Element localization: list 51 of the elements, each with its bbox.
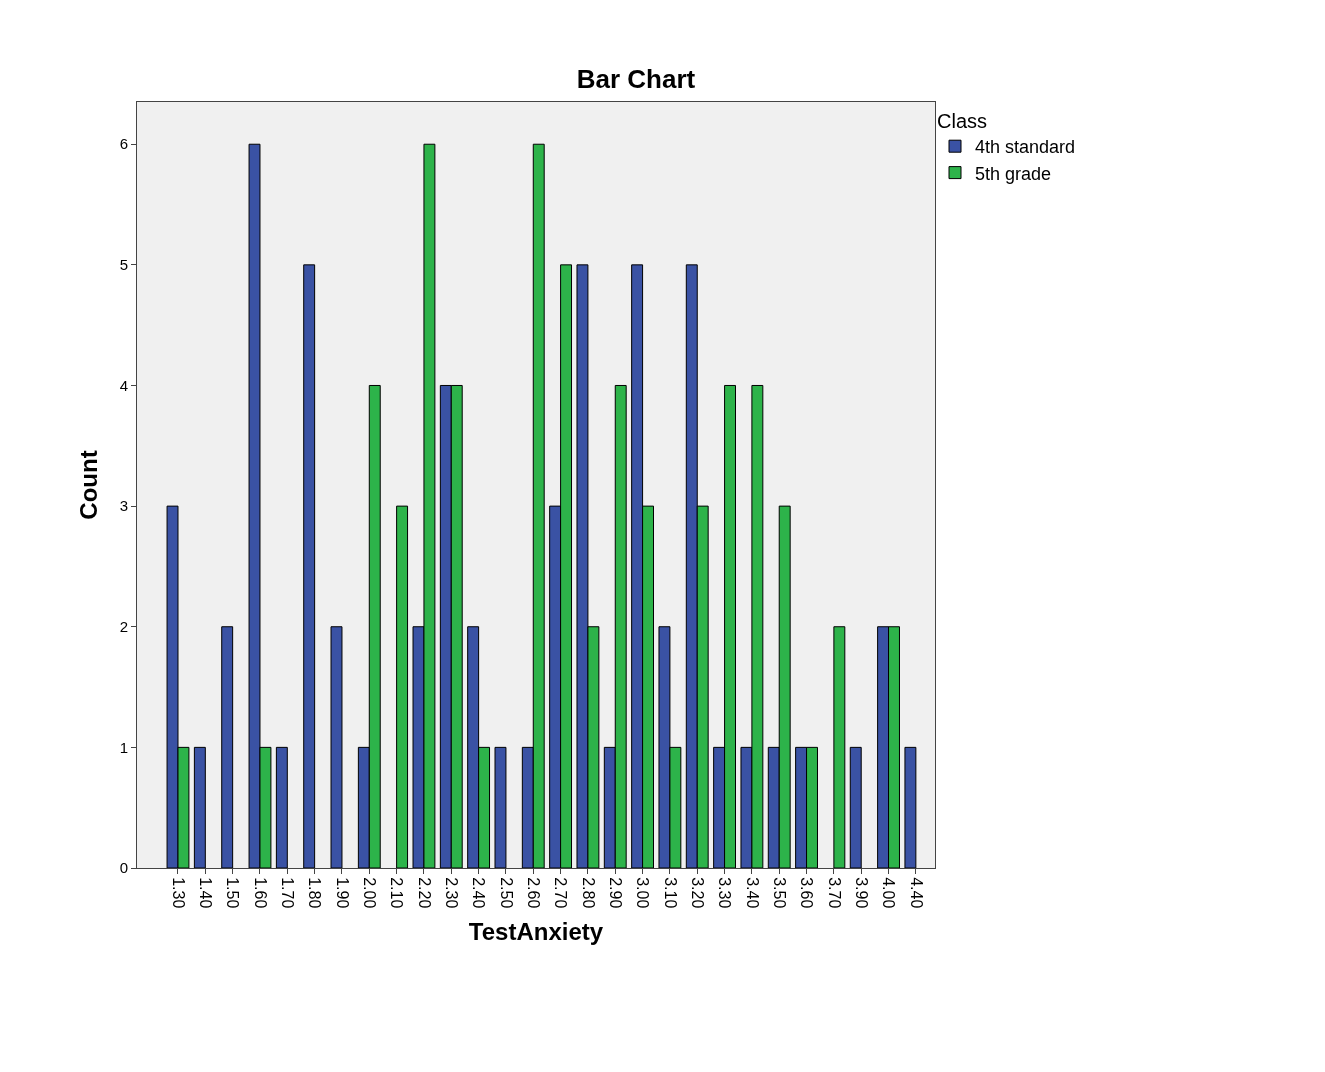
x-tick-label: 1.40 [197, 877, 215, 909]
bar [494, 746, 507, 868]
x-tick-label: 3.20 [689, 877, 707, 909]
y-tick-label: 4 [119, 376, 128, 394]
x-tick-label: 3.00 [634, 877, 652, 909]
y-tick-label: 0 [119, 859, 128, 877]
y-tick-label: 6 [119, 135, 128, 153]
x-tick-label: 1.90 [333, 877, 351, 909]
x-tick-label: 2.90 [607, 877, 625, 909]
x-tick-label: 2.20 [415, 877, 433, 909]
bar [904, 746, 917, 868]
x-tick-label: 2.50 [497, 877, 515, 909]
bar [330, 626, 343, 868]
legend-label: 5th grade [975, 163, 1052, 184]
x-tick-label: 2.30 [443, 877, 461, 909]
x-tick-label: 3.30 [716, 877, 734, 909]
bar [303, 264, 316, 868]
y-tick-label: 3 [119, 497, 128, 515]
x-axis-title: TestAnxiety [468, 917, 604, 945]
legend-title: Class [937, 110, 988, 132]
x-tick-label: 3.40 [743, 877, 761, 909]
x-tick-label: 2.80 [579, 877, 597, 909]
x-tick-label: 1.80 [306, 877, 324, 909]
y-tick-label: 1 [119, 738, 128, 756]
x-tick-label: 1.60 [251, 877, 269, 909]
x-tick-label: 3.60 [798, 877, 816, 909]
x-tick-label: 3.70 [825, 877, 843, 909]
x-tick-label: 3.10 [661, 877, 679, 909]
x-tick-label: 3.90 [853, 877, 871, 909]
x-tick-label: 2.70 [552, 877, 570, 909]
x-tick-label: 2.60 [525, 877, 543, 909]
x-tick-label: 2.00 [361, 877, 379, 909]
chart-title: Bar Chart [576, 63, 696, 94]
x-tick-label: 2.40 [470, 877, 488, 909]
x-tick-label: 1.70 [279, 877, 297, 909]
y-tick-label: 5 [119, 256, 128, 274]
x-tick-label: 1.30 [169, 877, 187, 909]
bar [833, 626, 846, 868]
x-tick-label: 3.50 [771, 877, 789, 909]
x-tick-label: 2.10 [388, 877, 406, 909]
bar [396, 505, 409, 868]
x-tick-label: 4.40 [907, 877, 925, 909]
y-axis-title: Count [74, 450, 102, 520]
x-tick-label: 4.00 [880, 877, 898, 909]
bar [221, 626, 234, 868]
bar [849, 746, 862, 868]
x-tick-label: 1.50 [224, 877, 242, 909]
bar [193, 746, 206, 868]
y-tick-label: 2 [119, 617, 128, 635]
bar [275, 746, 288, 868]
legend-label: 4th standard [975, 137, 1076, 158]
